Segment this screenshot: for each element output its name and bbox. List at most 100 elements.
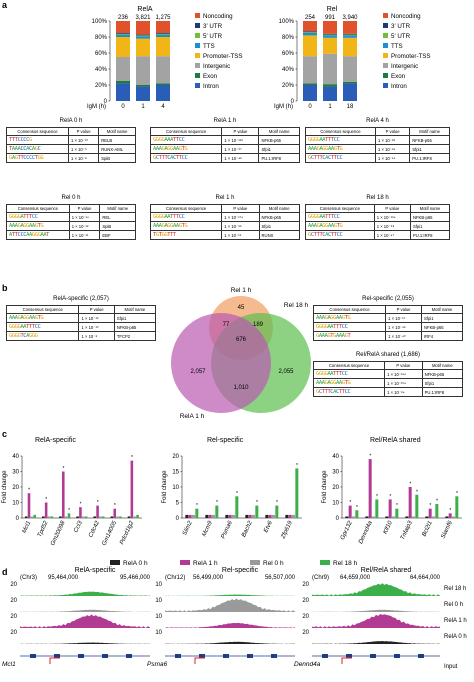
bar-segment-utr xyxy=(303,31,317,33)
legend-label: Noncoding xyxy=(203,13,233,20)
motif-name: IRF4 xyxy=(421,331,463,341)
motif-table-row: GGGGAATTTCC 1 × 10⁻¹⁰ NFKB-p65 xyxy=(5,322,157,332)
motif-table-header: Consensus sequence xyxy=(6,127,69,136)
motif-table-row: GAGTTCCCCTGG 1 × 10⁻⁸ SpiB xyxy=(6,153,136,163)
fold-change-bar xyxy=(205,514,209,518)
motif-logo: GAAAGTGAAAGT xyxy=(312,331,387,341)
legend-swatch xyxy=(383,73,388,78)
motif-name: NFKB-p65 xyxy=(258,212,301,222)
fold-change-bar xyxy=(435,504,439,518)
bar-chart-rela-specific: Fold change010203040*Mcl1*Tpd52**Gm20098… xyxy=(2,454,142,547)
exon-block xyxy=(271,654,277,658)
bar-chart-shared: Fold change 0 10 20 30 40 * * Gpr132 * * Dennd4a * * K… xyxy=(322,454,462,545)
exon-block xyxy=(30,654,36,658)
fold-change-bar xyxy=(248,514,252,518)
fold-change-bar xyxy=(67,513,71,518)
y-tick-label: 0 xyxy=(291,99,295,105)
significance-star: * xyxy=(349,500,351,506)
fold-change-bar xyxy=(96,505,99,518)
y-tick-label: 10 xyxy=(332,501,339,507)
bar-segment-noncoding xyxy=(323,21,337,34)
fold-change-bar xyxy=(428,508,432,518)
exon-block xyxy=(223,654,229,658)
exon-block xyxy=(418,654,424,658)
fold-change-bar xyxy=(348,505,352,518)
motif-table-header: Motif name xyxy=(258,127,300,136)
p-value: 1 × 10⁻⁹⁷ xyxy=(221,144,260,154)
legend-swatch xyxy=(383,33,388,38)
bar-segment-exon xyxy=(323,84,337,87)
legend-label: TTS xyxy=(391,43,403,50)
x-tick-label: Cdc42 xyxy=(88,520,101,539)
gene-name: Psma6 xyxy=(147,661,168,668)
motif-table: Consensus sequence P value Motif name GGGGA… xyxy=(149,127,300,163)
bar-segment-intergenic xyxy=(303,56,317,84)
fold-change-bar xyxy=(195,508,199,518)
bar-segment-intron xyxy=(323,86,337,101)
motif-table: Consensus sequence P value Motif name GGGGA… xyxy=(6,204,136,240)
y-tick-label: 20% xyxy=(95,83,108,89)
motif-logo: GCTTTCACTTCC xyxy=(305,230,375,240)
coverage-track xyxy=(312,583,440,596)
motif-table-row: GCTTTCACTTCC 1 × 10⁻⁴⁵ PU.1:IRF8 xyxy=(149,153,300,163)
fold-change-bar xyxy=(208,514,212,518)
bar-segment-noncoding xyxy=(116,21,130,33)
motif-table-title: RelA 4 h xyxy=(366,118,389,124)
motif-name: PU.1:IRF8 xyxy=(258,153,300,163)
venn-diagram: Rel 1 h Rel 18 h RelA 1 h 45 77 189 676 2,057 2,… xyxy=(171,287,311,420)
genomic-legend-rel: Noncoding 3′ UTR 5′ UTR TTS Promoter-TSS Inte… xyxy=(383,13,431,90)
fold-change-bar xyxy=(116,516,119,518)
p-value: 1 × 10⁻¹⁴ xyxy=(68,212,101,222)
legend-label: Intergenic xyxy=(203,63,230,70)
coverage-track xyxy=(165,622,295,628)
motif-table-row: ATTCCCAAGGGAAT 1 × 10⁻¹¹ EBF xyxy=(6,230,136,240)
x-tick-label: Zfp619 xyxy=(280,520,294,541)
bar-segment-utr xyxy=(303,32,317,33)
x-tick-label: Mcl1 xyxy=(22,520,33,534)
x-axis-label: IgM (h) xyxy=(87,104,106,110)
fold-change-bar xyxy=(288,514,292,518)
y-tick-label: 15 xyxy=(172,470,179,476)
motif-table-row: TAAACCACAGC 1 × 10⁻⁹ RUNX-AML xyxy=(6,144,136,154)
bar-segment-intergenic xyxy=(136,56,150,85)
legend-swatch xyxy=(383,43,388,48)
fold-change-legend: RelA 0 h RelA 1 h Rel 0 h Rel 18 h xyxy=(110,560,358,567)
fold-change-bar xyxy=(235,496,239,518)
bar-segment-promotertss xyxy=(156,37,170,57)
venn-count: 77 xyxy=(223,322,230,328)
motif-table-row: GCTTTCACTTCC 1 × 10⁻⁴⁷ PU.1:IRF8 xyxy=(305,230,451,240)
motif-table: Consensus sequence P value Motif name AAAGA… xyxy=(5,305,157,341)
significance-star: * xyxy=(449,508,451,514)
motif-table-row: AAAGAGGAAGTG 1 × 10⁻¹⁶ Sfpi1 xyxy=(5,313,157,323)
motif-logo: GAGTTCCCCTGG xyxy=(6,153,69,163)
motif-table-header: Consensus sequence xyxy=(149,127,223,136)
fold-change-bar xyxy=(215,505,219,518)
fold-change-bar xyxy=(113,508,116,518)
legend-swatch xyxy=(110,560,120,565)
coverage-track xyxy=(20,642,150,644)
motif-table-header: P value xyxy=(221,204,260,213)
tss-arrow xyxy=(341,657,352,664)
motif-table-header: P value xyxy=(385,305,422,314)
significance-star: * xyxy=(416,489,418,495)
track-scale: 10 xyxy=(155,598,162,604)
bar-segment-intron xyxy=(116,83,130,101)
motif-table-row: AAAGAGGAAGTG 1 × 10⁻¹⁰⁴ Sfpi1 xyxy=(312,378,464,388)
motif-logo: ATTCCCAAGGGAAT xyxy=(6,230,70,240)
bar-segment-tts xyxy=(116,34,130,37)
motif-table-header: Consensus sequence xyxy=(149,204,223,213)
motif-logo: AAAGAGGAAGTG xyxy=(312,313,387,323)
track-scale: 20 xyxy=(10,582,17,588)
p-value: 1 × 10⁻²⁴ xyxy=(374,144,411,154)
motif-table-row: GGGGAAATTCC 1 × 10⁻¹¹⁸ NFKB-p65 xyxy=(149,135,300,145)
track-label: Input xyxy=(444,664,458,670)
y-tick-label: 80% xyxy=(282,35,295,41)
bar-segment-tts xyxy=(136,36,150,39)
y-tick-label: 10 xyxy=(172,485,179,491)
bar-segment-exon xyxy=(136,85,150,87)
p-value: 1 × 10⁻⁸ xyxy=(78,331,115,341)
fold-change-bar xyxy=(292,514,295,518)
track-scale: 20 xyxy=(10,598,17,604)
bar-chart-rel-specific: Fold change 0 5 10 15 20 * Slim2 * Mcm9 * Psma6 * Bac… xyxy=(162,454,302,541)
p-value: 1 × 10⁻⁴⁵ xyxy=(385,322,422,332)
